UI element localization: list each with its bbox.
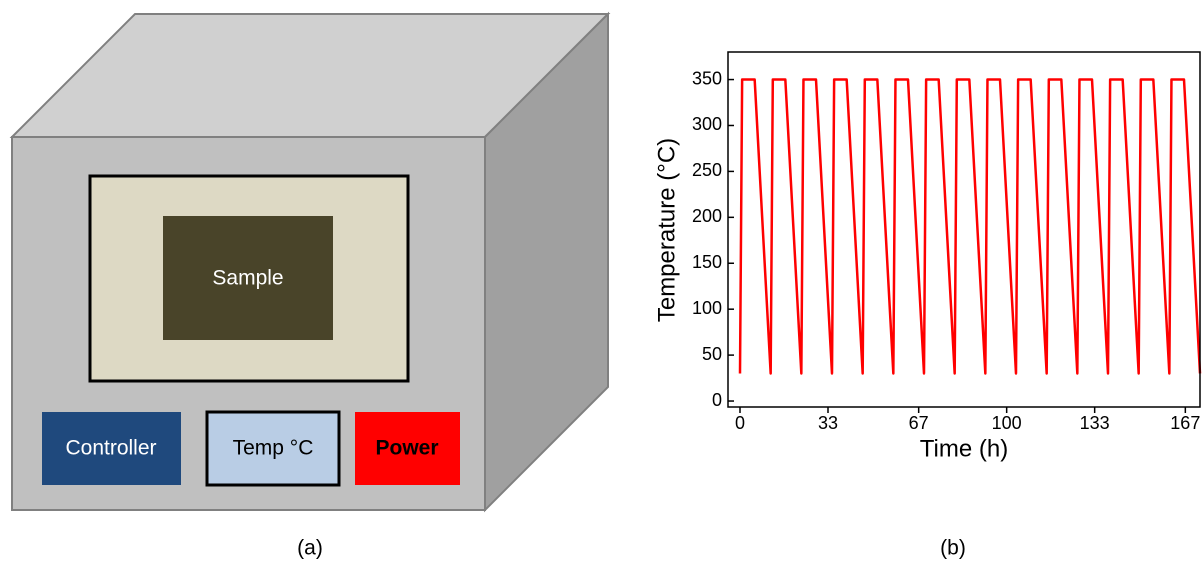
temperature-line: [740, 80, 1200, 374]
y-tick-label: 250: [692, 160, 722, 180]
x-tick-label: 0: [735, 413, 745, 433]
y-tick-label: 300: [692, 114, 722, 134]
x-tick-label: 100: [992, 413, 1022, 433]
x-tick-label: 133: [1080, 413, 1110, 433]
sample-label: Sample: [212, 267, 283, 290]
x-tick-label: 167: [1170, 413, 1200, 433]
y-tick-label: 50: [702, 344, 722, 364]
y-tick-label: 150: [692, 252, 722, 272]
figure: Sample Controller Temp °C Power (a) (b) …: [0, 0, 1203, 576]
x-tick-label: 67: [909, 413, 929, 433]
plot-frame: [728, 52, 1200, 407]
x-tick-label: 33: [818, 413, 838, 433]
temp-label: Temp °C: [233, 437, 314, 460]
y-tick-label: 350: [692, 68, 722, 88]
caption-a: (a): [297, 537, 323, 560]
controller-label: Controller: [65, 437, 156, 460]
caption-b: (b): [940, 537, 966, 560]
x-axis-label: Time (h): [920, 435, 1008, 462]
y-tick-label: 200: [692, 206, 722, 226]
y-tick-label: 100: [692, 298, 722, 318]
power-label: Power: [375, 437, 438, 460]
y-tick-label: 0: [712, 390, 722, 410]
y-axis-label: Temperature (°C): [653, 138, 680, 322]
